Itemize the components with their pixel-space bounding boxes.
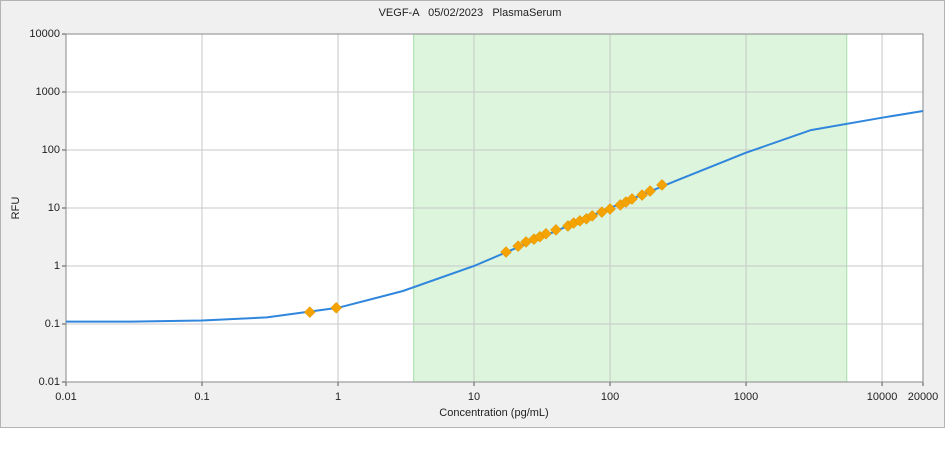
data-point [604, 203, 616, 215]
x-tick-label: 1000 [734, 391, 758, 403]
data-point [330, 301, 343, 314]
data-point [644, 185, 656, 197]
y-tick-label: 10 [48, 202, 60, 214]
chart-title: VEGF-A 05/02/2023 PlasmaSerum [379, 7, 562, 19]
y-tick-label: 0.1 [45, 318, 60, 330]
y-axis-label: RFU [10, 197, 22, 220]
data-point [626, 193, 638, 205]
y-tick-label: 1000 [36, 86, 60, 98]
y-tick-label: 0.01 [39, 376, 60, 388]
x-tick-label: 10 [468, 391, 480, 403]
y-tick-label: 100 [42, 144, 60, 156]
data-point [303, 306, 316, 319]
data-point [540, 227, 552, 240]
data-point [656, 179, 668, 191]
y-tick-label: 10000 [29, 28, 60, 40]
data-point [500, 246, 512, 258]
x-tick-label: 1 [335, 391, 341, 403]
plot-border [65, 33, 924, 383]
y-tick-label: 1 [54, 260, 60, 272]
data-point [636, 189, 648, 201]
data-point [550, 223, 562, 236]
x-tick-label: 0.01 [55, 391, 76, 403]
x-tick-label: 100 [601, 391, 619, 403]
x-tick-label: 20000 [908, 391, 939, 403]
x-tick-label: 0.1 [194, 391, 209, 403]
x-axis-label: Concentration (pg/mL) [439, 407, 548, 419]
x-tick-label: 10000 [867, 391, 898, 403]
data-point [512, 240, 524, 252]
plot: 0.01 0.1 1 10 100 1000 10000 20000 0.01 0.1 1 10 100… [29, 28, 938, 403]
data-point [586, 210, 599, 222]
